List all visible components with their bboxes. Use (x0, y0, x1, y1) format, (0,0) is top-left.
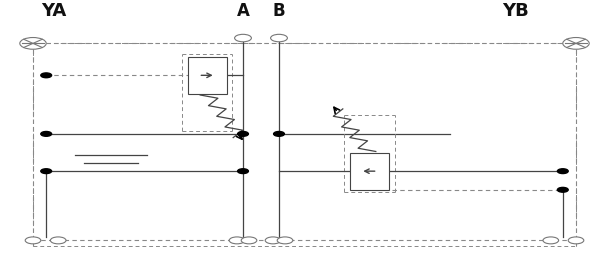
Circle shape (25, 237, 41, 244)
Circle shape (568, 237, 584, 244)
Circle shape (557, 169, 568, 174)
Circle shape (238, 131, 248, 136)
Bar (187, 57, 227, 94)
Circle shape (238, 169, 248, 174)
Circle shape (41, 73, 52, 78)
Circle shape (274, 131, 284, 136)
Circle shape (50, 237, 66, 244)
Circle shape (271, 34, 287, 42)
Circle shape (265, 237, 281, 244)
Circle shape (41, 131, 52, 136)
Circle shape (543, 237, 559, 244)
Circle shape (20, 38, 46, 49)
Circle shape (41, 169, 52, 174)
Text: YA: YA (41, 2, 67, 20)
Circle shape (563, 38, 589, 49)
Circle shape (277, 237, 293, 244)
Circle shape (235, 34, 251, 42)
Circle shape (229, 237, 245, 244)
Bar (349, 152, 389, 190)
Circle shape (241, 237, 257, 244)
Text: A: A (236, 2, 250, 20)
Text: YB: YB (503, 2, 529, 20)
Circle shape (557, 187, 568, 192)
Text: B: B (272, 2, 286, 20)
